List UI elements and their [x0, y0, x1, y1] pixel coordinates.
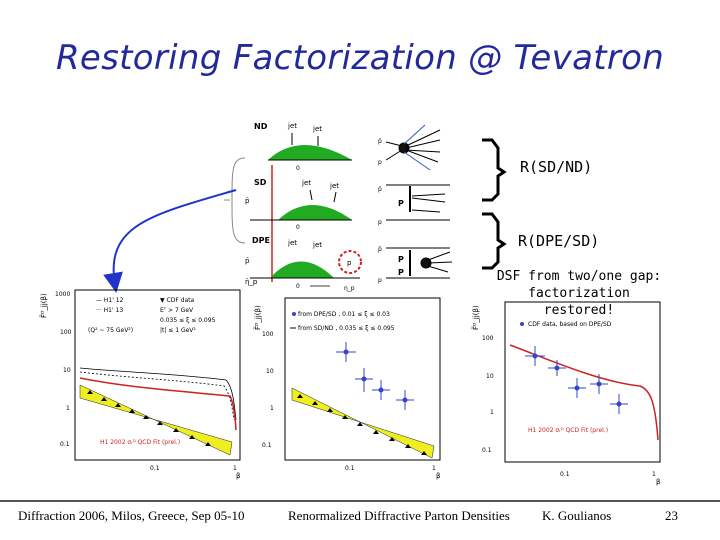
- svg-text:jet: jet: [301, 179, 311, 187]
- svg-text:1: 1: [66, 405, 70, 412]
- callout-r-sd-nd: R(SD/ND): [520, 158, 593, 176]
- svg-text:|t| ≤ 1 GeV²: |t| ≤ 1 GeV²: [160, 327, 196, 334]
- svg-text:▼ CDF data: ▼ CDF data: [160, 297, 195, 304]
- svg-text:η_p: η_p: [344, 285, 355, 292]
- blue-arrow: [103, 189, 237, 293]
- plot-middle-band: [291, 387, 435, 459]
- svg-text:100: 100: [482, 335, 494, 342]
- footer-talk-title: Renormalized Diffractive Parton Densitie…: [288, 508, 510, 523]
- svg-text:10: 10: [486, 373, 494, 380]
- feynman-nd: [385, 124, 441, 171]
- svg-text:β: β: [656, 478, 660, 486]
- svg-text:1: 1: [652, 471, 656, 478]
- sd-pbar: p̄: [245, 197, 250, 205]
- svg-text:η̄_p: η̄_p: [245, 278, 258, 286]
- svg-text:(Q² ~ 75 GeV²): (Q² ~ 75 GeV²): [88, 327, 133, 334]
- svg-text:0.1: 0.1: [560, 471, 570, 478]
- svg-text:10: 10: [63, 367, 71, 374]
- footer-conference: Diffraction 2006, Milos, Greece, Sep 05-…: [18, 508, 245, 523]
- svg-text:p̄: p̄: [378, 186, 382, 193]
- svg-text:jet: jet: [329, 182, 339, 190]
- svg-text:0.035 ≤ ξ ≤ 0.095: 0.035 ≤ ξ ≤ 0.095: [160, 317, 216, 324]
- caption: DSF from two/one gap: factorization rest…: [490, 268, 668, 319]
- plot-right-frame: [504, 301, 661, 463]
- brace-dpe-sd: [482, 212, 507, 270]
- dpe-red-circle: [338, 250, 362, 274]
- plot-right-legend: CDF data, based on DPE/SD: [528, 321, 612, 328]
- svg-text:Eᵀ > 7 GeV: Eᵀ > 7 GeV: [160, 307, 194, 314]
- brace-sd-nd: [482, 138, 507, 202]
- slide-title: Restoring Factorization @ Tevatron: [55, 38, 665, 78]
- svg-text:0.1: 0.1: [262, 442, 272, 449]
- svg-text:β: β: [236, 472, 240, 480]
- svg-text:P: P: [398, 255, 404, 264]
- svg-text:0.1: 0.1: [482, 447, 492, 454]
- svg-text:p̄: p̄: [378, 246, 382, 253]
- svg-text:0.1: 0.1: [345, 465, 355, 472]
- physics-figure: ND 0 jet jet SD p̄ 0 jet jet DPE p̄ η̄_p…: [40, 122, 661, 486]
- plot-middle-frame: [284, 297, 441, 461]
- caption-line-1: DSF from two/one gap:: [496, 269, 662, 284]
- svg-text:1: 1: [270, 405, 274, 412]
- svg-text:0: 0: [296, 283, 300, 290]
- svg-text:100: 100: [262, 331, 274, 338]
- plot-right-fit-curve: [509, 344, 659, 441]
- footer-divider: [0, 500, 720, 502]
- plot-left-fit-label: H1 2002 σᵣᴰ QCD Fit (prel.): [100, 439, 180, 446]
- svg-text:F̃ᴰ_jj(β): F̃ᴰ_jj(β): [254, 305, 262, 330]
- plot-middle: 100 10 1 0.1 0.1 1 β F̃ᴰ_jj(β) from DPE/…: [254, 297, 441, 480]
- svg-text:0.1: 0.1: [150, 465, 160, 472]
- left-brace: [231, 157, 246, 244]
- plot-right: 100 10 1 0.1 0.1 1 β F̃ᴰ_jj(β) CDF data,…: [472, 301, 661, 486]
- svg-text:··· H1' 13: ··· H1' 13: [96, 307, 123, 314]
- plot-left-frame: [74, 289, 241, 461]
- svg-text:p: p: [378, 277, 382, 284]
- feynman-dpe: [386, 247, 453, 279]
- footer-page-number: 23: [665, 508, 678, 523]
- nd-green-hump: [268, 145, 352, 160]
- plot-right-fit-label: H1 2002 σᵣᴰ QCD Fit (prel.): [528, 427, 608, 434]
- svg-text:1: 1: [432, 465, 436, 472]
- plot-middle-legend-1: from DPE/SD , 0.01 ≤ ξ ≤ 0.03: [298, 311, 390, 318]
- svg-text:1: 1: [233, 465, 237, 472]
- caption-line-2: factorization restored!: [528, 286, 630, 318]
- feynman-sd: [386, 184, 450, 221]
- svg-text:0: 0: [296, 224, 300, 231]
- plot-right-points: [525, 346, 628, 414]
- svg-text:β: β: [436, 472, 440, 480]
- svg-text:p: p: [378, 219, 382, 226]
- svg-text:P: P: [398, 199, 404, 208]
- svg-text:0.1: 0.1: [60, 441, 70, 448]
- svg-text:jet: jet: [287, 239, 297, 247]
- svg-text:1000: 1000: [55, 291, 70, 298]
- label-nd: ND: [254, 122, 268, 131]
- plot-middle-legend-2: from SD/ND , 0.035 ≤ ξ ≤ 0.095: [298, 325, 395, 332]
- footer-author: K. Goulianos: [542, 508, 612, 523]
- svg-text:p: p: [378, 159, 382, 166]
- label-dpe: DPE: [252, 236, 270, 245]
- callout-r-dpe-sd: R(DPE/SD): [518, 232, 600, 250]
- svg-text:p̄: p̄: [245, 257, 250, 265]
- svg-text:jet: jet: [312, 241, 322, 249]
- svg-text:F̃ᴰ_jj(β): F̃ᴰ_jj(β): [472, 305, 480, 330]
- svg-text:100: 100: [60, 329, 72, 336]
- svg-text:10: 10: [266, 368, 274, 375]
- svg-text:0: 0: [296, 165, 300, 172]
- dpe-green-hump: [270, 261, 334, 278]
- svg-text:P: P: [398, 268, 404, 277]
- plot-middle-dpe-points: [336, 342, 414, 410]
- svg-text:p̄: p̄: [378, 138, 382, 145]
- plot-left-band: [79, 384, 233, 456]
- svg-text:— H1' 12: — H1' 12: [96, 297, 124, 304]
- sd-green-hump: [278, 205, 352, 220]
- plot-left: 1000 100 10 1 0.1 0.1 1 β F̃ᴰ_jj(β) — H1…: [40, 289, 241, 480]
- svg-text:1: 1: [490, 409, 494, 416]
- svg-text:F̃ᴰ_jj(β): F̃ᴰ_jj(β): [40, 293, 48, 318]
- label-sd: SD: [254, 178, 267, 187]
- svg-text:p: p: [347, 259, 352, 267]
- nd-jet-label-2: jet: [312, 125, 322, 133]
- nd-jet-label-1: jet: [287, 122, 297, 130]
